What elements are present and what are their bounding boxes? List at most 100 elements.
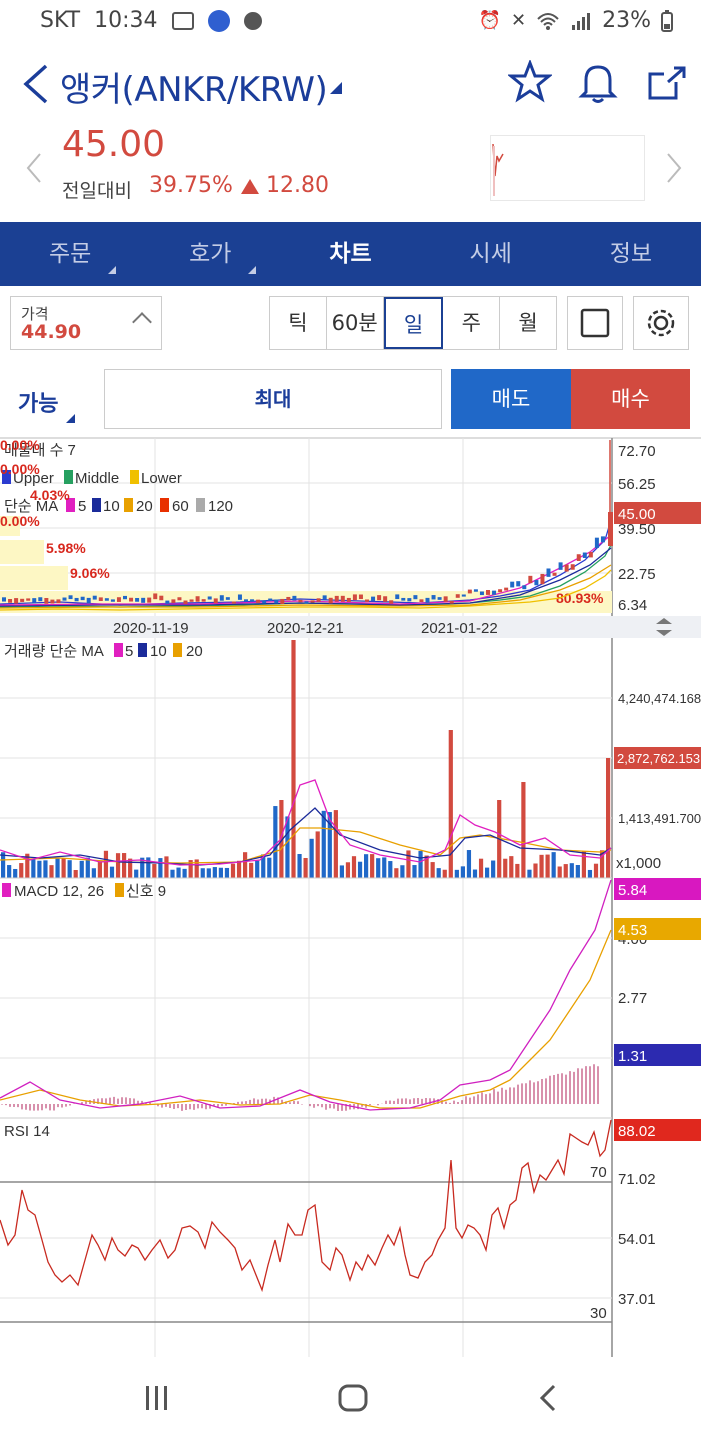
volume-bar: [448, 730, 453, 878]
candle: [449, 600, 454, 604]
candle: [467, 589, 472, 594]
ma-label: 단순 MA: [4, 498, 58, 515]
favorite-star-icon[interactable]: [508, 60, 552, 104]
tab-info[interactable]: 정보: [609, 241, 653, 267]
period-month[interactable]: 월: [518, 311, 538, 335]
back-nav-icon[interactable]: [534, 1383, 564, 1413]
period-tick[interactable]: 틱: [270, 297, 327, 349]
volume-bar: [515, 863, 520, 878]
candle: [98, 597, 103, 601]
candle: [473, 589, 478, 592]
macd-tag: [614, 878, 701, 900]
candle: [244, 599, 248, 602]
rsi-legend: RSI 14: [4, 1123, 50, 1140]
share-icon[interactable]: [644, 60, 688, 104]
price-chart[interactable]: 매물대 수 7 Upper Middle Lower 단순 MA 5 10 20…: [0, 437, 701, 1357]
home-icon[interactable]: [336, 1383, 370, 1413]
settings-button[interactable]: [633, 296, 689, 350]
volume-bar: [19, 863, 24, 878]
period-60min[interactable]: 60분: [327, 297, 384, 349]
volume-bar: [460, 866, 465, 878]
alarm-bell-icon[interactable]: [576, 60, 620, 104]
volume-bar: [261, 854, 266, 878]
volume-bar: [357, 861, 363, 878]
candle: [516, 581, 521, 587]
candle: [237, 594, 242, 600]
svg-text:10: 10: [103, 498, 120, 515]
volume-bar: [212, 867, 217, 878]
volume-last-tag: [614, 747, 701, 769]
tab-order[interactable]: 주문: [0, 222, 140, 286]
candle: [32, 598, 37, 603]
candle: [358, 594, 363, 600]
volume-bar: [43, 860, 48, 878]
volume-bar: [551, 852, 556, 878]
volume-bar: [533, 863, 538, 878]
next-coin-icon[interactable]: [664, 150, 684, 186]
candle: [8, 599, 13, 603]
svg-text:88.02: 88.02: [618, 1123, 656, 1140]
chevron-up-icon[interactable]: [132, 312, 152, 332]
status-bar: SKT 10:34 ⏰ ✕ 23%: [0, 0, 701, 44]
available-label[interactable]: 가능: [18, 392, 59, 417]
volume-bar: [55, 858, 60, 878]
svg-text:20: 20: [136, 498, 153, 515]
max-quantity-button[interactable]: 최대: [104, 369, 442, 429]
change-label: 전일대비: [62, 180, 132, 202]
candle: [153, 593, 158, 600]
period-week[interactable]: 주: [443, 297, 501, 349]
tab-chart[interactable]: 차트: [329, 241, 372, 267]
candle: [371, 596, 376, 602]
volume-bar: [13, 868, 18, 878]
title-dropdown-icon[interactable]: [330, 82, 342, 94]
candle: [2, 597, 6, 602]
price-selector[interactable]: 가격 44.90: [10, 296, 162, 350]
date-labels: 2020-11-19 2020-12-21 2021-01-22: [113, 620, 498, 637]
volume-bar: [364, 854, 369, 878]
candle: [225, 597, 230, 600]
candle: [292, 595, 297, 601]
period-selector: 틱 60분 일 주 월: [269, 296, 557, 350]
sell-button[interactable]: 매도: [451, 369, 571, 429]
svg-text:5.98%: 5.98%: [46, 540, 86, 556]
volume-bar: [134, 869, 139, 878]
volume-bar: [200, 868, 205, 878]
candle: [401, 597, 406, 601]
volume-bar: [442, 869, 447, 878]
svg-text:72.70: 72.70: [618, 443, 656, 460]
svg-text:70: 70: [590, 1164, 607, 1181]
fullscreen-button[interactable]: [567, 296, 623, 350]
back-arrow-icon[interactable]: [18, 60, 58, 106]
recent-apps-icon[interactable]: [140, 1383, 174, 1413]
mini-chart: [490, 135, 645, 201]
candle: [334, 595, 339, 602]
svg-text:60: 60: [172, 498, 189, 515]
resize-handle-icon[interactable]: [656, 618, 672, 636]
coin-title[interactable]: 앵커(ANKR/KRW): [60, 70, 328, 110]
change-percent: 39.75%: [149, 173, 233, 198]
svg-text:80.93%: 80.93%: [556, 590, 604, 606]
volume-bar: [485, 867, 490, 878]
svg-text:2.77: 2.77: [618, 990, 647, 1007]
period-day[interactable]: 일: [383, 297, 444, 349]
gallery-icon: [171, 11, 194, 30]
tab-orderbook[interactable]: 호가: [140, 222, 280, 286]
available-dropdown-icon[interactable]: [66, 414, 75, 423]
candle: [183, 600, 188, 604]
candle: [365, 599, 369, 602]
volume-bar: [376, 858, 381, 878]
prev-coin-icon[interactable]: [24, 150, 44, 186]
volume-bar: [382, 857, 387, 878]
volume-bar: [400, 865, 405, 878]
buy-button[interactable]: 매수: [571, 369, 690, 429]
candle: [92, 595, 97, 600]
candle: [20, 598, 25, 602]
volume-bars: [1, 640, 611, 878]
tab-market[interactable]: 시세: [469, 241, 512, 267]
volume-bar: [1, 852, 6, 878]
volume-bar: [327, 812, 332, 878]
volume-bar: [267, 857, 272, 878]
square-icon: [580, 308, 610, 338]
candle: [159, 595, 164, 601]
svg-text:56.25: 56.25: [618, 476, 656, 493]
